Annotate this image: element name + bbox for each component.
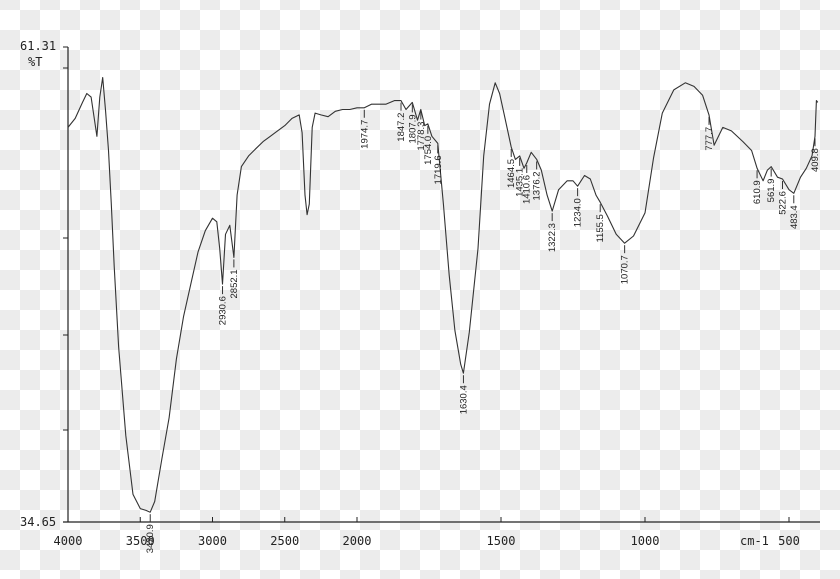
peak-label: 561.9 — [766, 179, 777, 203]
x-tick-label: 2000 — [343, 534, 372, 548]
spectrum-line — [67, 76, 819, 513]
y-max-label: 61.31 — [20, 39, 56, 53]
peak-label: 409.8 — [810, 148, 821, 172]
y-unit-label: %T — [28, 55, 42, 69]
peak-label: 1719.6 — [433, 155, 444, 184]
peak-label: 3430.9 — [145, 524, 156, 553]
peak-label: 1464.5 — [506, 159, 517, 188]
peak-label: 2852.1 — [229, 269, 240, 298]
x-tick-label: 1500 — [487, 534, 516, 548]
x-tick-label: 1000 — [631, 534, 660, 548]
x-axis-ticks: 4000 3500 3000 2500 2000 1500 1000 500 — [54, 517, 800, 548]
peak-label: 777.7 — [704, 127, 715, 151]
x-tick-label: 500 — [778, 534, 800, 548]
peak-label: 2930.6 — [218, 296, 229, 325]
x-tick-label: 3500 — [126, 534, 155, 548]
x-unit-label: cm-1 — [740, 534, 769, 548]
peak-label: 1778.3 — [416, 122, 427, 151]
peak-label: 1234.0 — [573, 198, 584, 227]
x-tick-label: 4000 — [54, 534, 83, 548]
peak-label: 1322.3 — [547, 223, 558, 252]
peak-label: 483.4 — [789, 205, 800, 229]
peak-label: 610.9 — [752, 180, 763, 204]
peak-label: 1155.5 — [595, 214, 606, 242]
peak-label: 1974.7 — [359, 120, 370, 149]
peak-label: 1754.0 — [423, 136, 434, 165]
y-axis-ticks — [63, 67, 68, 431]
peak-label: 1807.9 — [407, 114, 418, 143]
peak-label: 522.6 — [777, 191, 788, 215]
x-tick-label: 3000 — [198, 534, 227, 548]
y-min-label: 34.65 — [20, 515, 56, 529]
peak-label: 1410.6 — [522, 175, 533, 204]
peak-label: 1630.4 — [458, 385, 469, 414]
peak-label: 1070.7 — [620, 255, 631, 284]
peak-label: 1435.1 — [515, 168, 526, 197]
peak-label: 1847.2 — [396, 113, 407, 142]
x-tick-label: 2500 — [270, 534, 299, 548]
peak-label: 1376.2 — [532, 171, 543, 200]
